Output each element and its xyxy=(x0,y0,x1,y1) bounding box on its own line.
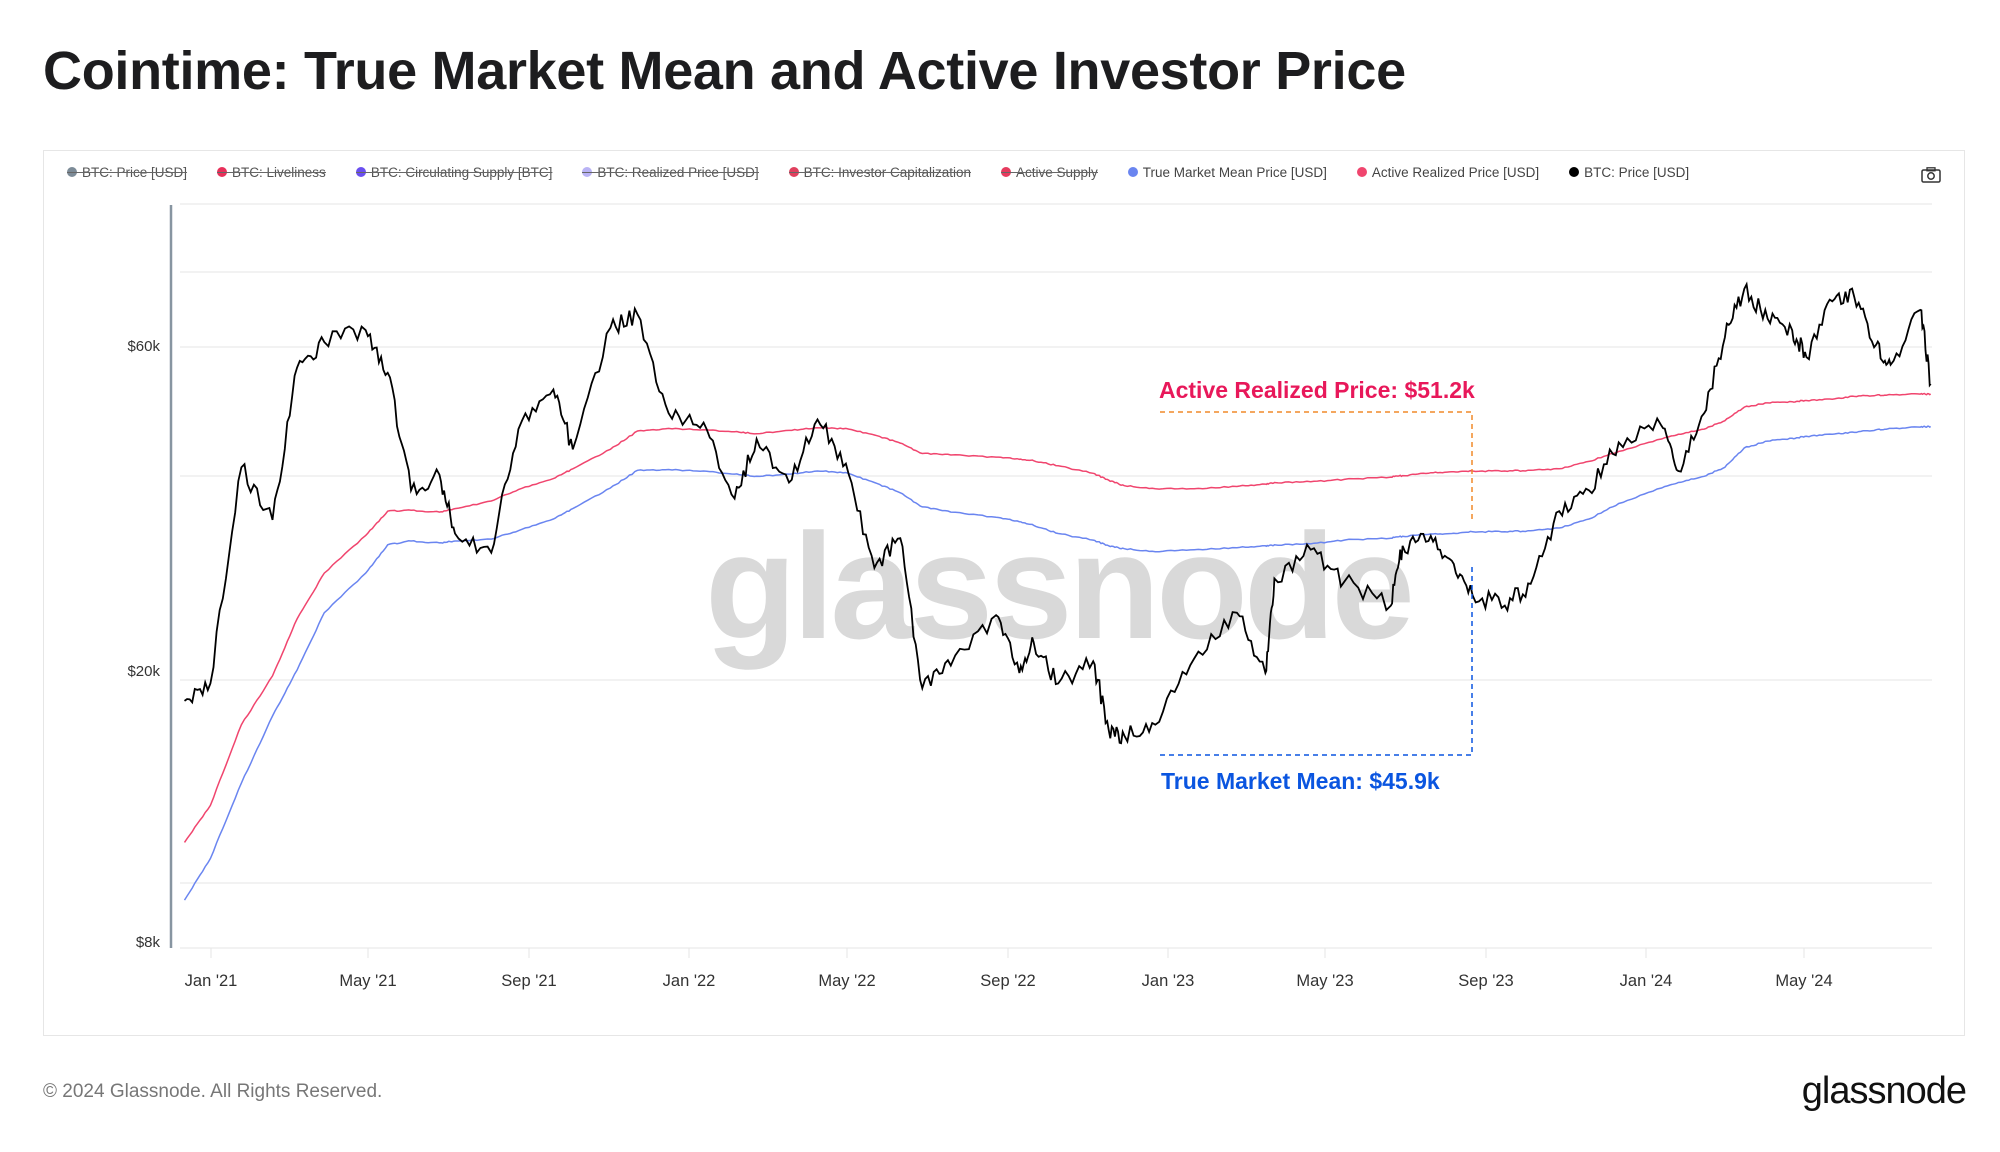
legend-dot-icon xyxy=(1569,167,1580,177)
copyright-text: © 2024 Glassnode. All Rights Reserved. xyxy=(43,1081,383,1102)
x-tick-label: May '21 xyxy=(339,972,397,990)
y-tick-label: $60k xyxy=(127,338,160,355)
arp-guide-line xyxy=(1160,411,1473,522)
legend-dot-icon xyxy=(1356,167,1367,177)
legend-item[interactable]: BTC: Realized Price [USD] xyxy=(582,165,759,180)
legend-item[interactable]: True Market Mean Price [USD] xyxy=(1127,164,1327,180)
y-tick-label: $20k xyxy=(127,663,160,680)
x-tick-label: Sep '23 xyxy=(1458,972,1514,990)
x-tick-label: Jan '24 xyxy=(1619,972,1673,990)
x-tick-label: Sep '22 xyxy=(980,972,1036,990)
legend-item[interactable]: Active Supply xyxy=(1001,165,1098,180)
legend-item[interactable]: BTC: Price [USD] xyxy=(1569,165,1689,180)
x-tick-label: Jan '21 xyxy=(184,972,238,990)
camera-icon[interactable] xyxy=(1921,167,1941,183)
legend-dot-icon xyxy=(1127,167,1138,177)
legend-item[interactable]: Active Realized Price [USD] xyxy=(1356,164,1540,180)
x-tick-label: May '22 xyxy=(818,972,876,990)
true-market-mean-line xyxy=(183,425,1932,901)
x-tick-label: Jan '23 xyxy=(1141,972,1195,990)
y-tick-label: $8k xyxy=(135,934,160,951)
chart-container xyxy=(43,150,1965,1036)
glassnode-logo[interactable]: glassnode xyxy=(1801,1070,1967,1112)
active-realized-price-line xyxy=(183,392,1932,843)
legend-label: True Market Mean Price [USD] xyxy=(1142,164,1327,180)
x-tick-label: May '24 xyxy=(1775,972,1833,990)
tmm-guide-line xyxy=(1160,565,1473,756)
legend-item[interactable]: BTC: Circulating Supply [BTC] xyxy=(355,165,552,180)
x-tick-label: Jan '22 xyxy=(662,972,716,990)
legend-label: Active Realized Price [USD] xyxy=(1371,164,1540,180)
page-title: Cointime: True Market Mean and Active In… xyxy=(43,41,1406,101)
btc-price-line xyxy=(183,281,1932,745)
active-realized-price-annotation: Active Realized Price: $51.2k xyxy=(1159,377,1475,403)
legend-label: BTC: Price [USD] xyxy=(1584,164,1690,180)
chart-legend: BTC: Price [USD] BTC: Liveliness BTC: Circ… xyxy=(67,162,1719,182)
x-tick-label: Sep '21 xyxy=(501,972,557,990)
legend-item[interactable]: BTC: Investor Capitalization xyxy=(788,165,972,180)
legend-item[interactable]: BTC: Liveliness xyxy=(217,165,326,180)
x-tick-label: May '23 xyxy=(1296,972,1354,990)
legend-item[interactable]: BTC: Price [USD] xyxy=(67,165,188,180)
true-market-mean-annotation: True Market Mean: $45.9k xyxy=(1161,768,1440,794)
